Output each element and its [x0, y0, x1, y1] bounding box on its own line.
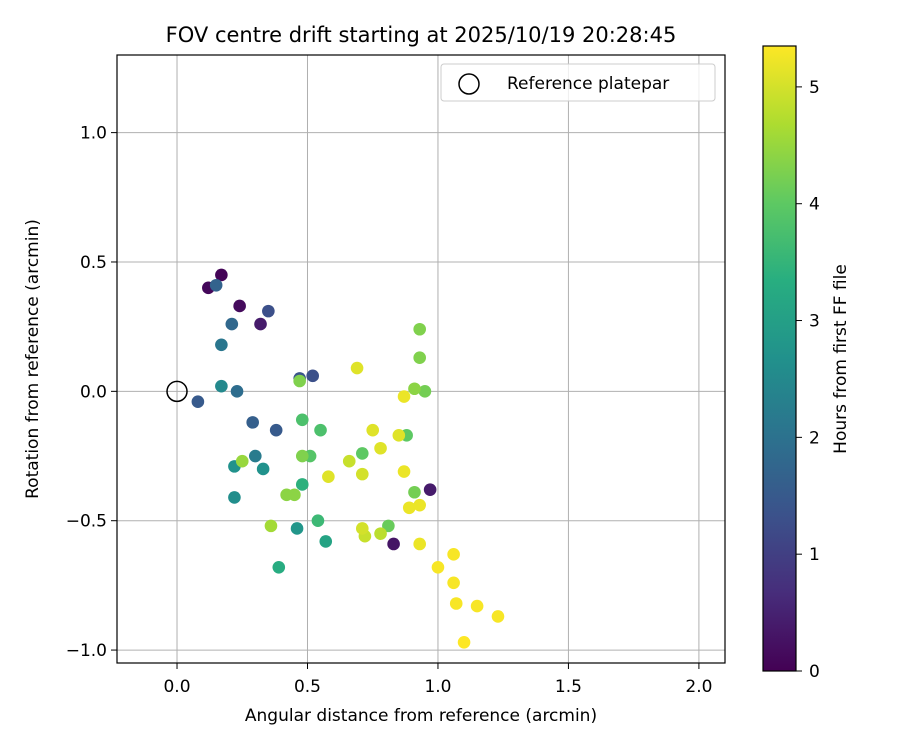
plot-frame [116, 54, 726, 664]
scatter-point [413, 537, 426, 551]
scatter-point [314, 423, 327, 437]
colorbar-ticks: 0 1 2 3 4 5 [796, 78, 820, 682]
scatter-point [491, 610, 505, 623]
scatter-point [413, 351, 426, 365]
scatter-point [254, 317, 267, 331]
scatter-point [235, 454, 249, 468]
colorbar: 0 1 2 3 4 5 Hours from first FF file [762, 45, 851, 682]
scatter-point [246, 416, 259, 429]
y-tick-label: 1.0 [80, 124, 107, 144]
scatter-point [191, 395, 205, 408]
data-points [191, 268, 505, 649]
x-tick-label: 2.0 [685, 677, 712, 697]
colorbar-tick-label: 5 [809, 78, 820, 98]
scatter-point [230, 385, 244, 398]
scatter-point [397, 390, 411, 403]
colorbar-tick-label: 2 [809, 428, 820, 448]
scatter-point [322, 470, 335, 484]
colorbar-tick-label: 0 [809, 662, 820, 682]
y-tick-label: −0.5 [66, 512, 107, 532]
scatter-point [311, 514, 325, 528]
x-tick-label: 1.0 [424, 677, 451, 697]
legend-reference-marker [458, 73, 480, 95]
scatter-point [382, 519, 395, 533]
y-tick-label: 0.0 [80, 382, 107, 402]
chart-title: FOV centre drift starting at 2025/10/19 … [166, 23, 677, 47]
scatter-point [306, 369, 320, 383]
scatter-point [319, 535, 333, 548]
scatter-point [209, 278, 223, 292]
scatter-point [215, 268, 228, 282]
scatter-point [408, 382, 421, 396]
grid-lines [117, 55, 725, 663]
scatter-point [355, 522, 369, 535]
colorbar-tick-label: 4 [809, 195, 820, 215]
scatter-point [402, 501, 416, 515]
scatter-point [413, 322, 426, 336]
x-axis-ticks: 0.0 0.5 1.0 1.5 2.0 [163, 663, 712, 697]
legend-label: Reference platepar [507, 74, 669, 94]
legend: Reference platepar [440, 63, 716, 102]
scatter-point [293, 374, 306, 388]
scatter-point [397, 465, 411, 478]
colorbar-gradient [763, 46, 796, 671]
scatter-point [215, 379, 228, 393]
scatter-point [264, 519, 278, 533]
x-tick-label: 0.0 [163, 677, 190, 697]
y-axis-label: Rotation from reference (arcmin) [23, 219, 43, 499]
y-axis-ticks: −1.0 −0.5 0.0 0.5 1.0 [66, 124, 117, 661]
scatter-point [366, 423, 380, 437]
scatter-point [295, 413, 309, 427]
scatter-point [374, 441, 387, 455]
scatter-point [350, 361, 364, 375]
scatter-point [272, 560, 286, 574]
scatter-point [269, 423, 283, 437]
scatter-point [423, 483, 437, 496]
colorbar-frame [762, 45, 797, 672]
scatter-point [249, 449, 262, 463]
scatter-point [355, 467, 369, 481]
scatter-point [387, 537, 400, 551]
scatter-point [280, 488, 293, 502]
scatter-point [228, 491, 241, 504]
scatter-point [262, 304, 275, 318]
scatter-point [215, 338, 228, 352]
scatter-point [342, 454, 356, 468]
scatter-point [295, 449, 309, 463]
scatter-point [449, 597, 463, 610]
scatter-point [295, 478, 309, 491]
reference-marker-group [166, 380, 188, 403]
colorbar-label: Hours from first FF file [831, 264, 851, 454]
scatter-point [256, 462, 270, 476]
x-tick-label: 1.5 [555, 677, 582, 697]
colorbar-tick-label: 3 [809, 312, 820, 332]
colorbar-tick-label: 1 [809, 545, 820, 565]
scatter-point [413, 498, 426, 512]
scatter-point [447, 576, 460, 590]
scatter-point [431, 560, 445, 574]
scatter-point [290, 522, 304, 535]
x-tick-label: 0.5 [294, 677, 321, 697]
scatter-point [457, 636, 471, 649]
scatter-point [233, 299, 246, 313]
scatter-point [374, 527, 387, 540]
scatter-point [418, 385, 432, 398]
scatter-point [392, 429, 406, 442]
scatter-point [225, 317, 239, 331]
y-tick-label: 0.5 [80, 253, 107, 273]
y-tick-label: −1.0 [66, 641, 107, 661]
x-axis-label: Angular distance from reference (arcmin) [245, 706, 597, 726]
scatter-point [470, 599, 484, 613]
scatter-point [408, 485, 421, 499]
scatter-point [355, 447, 369, 460]
scatter-point [447, 548, 460, 561]
legend-box [440, 63, 716, 102]
reference-platepar-marker [166, 380, 188, 403]
